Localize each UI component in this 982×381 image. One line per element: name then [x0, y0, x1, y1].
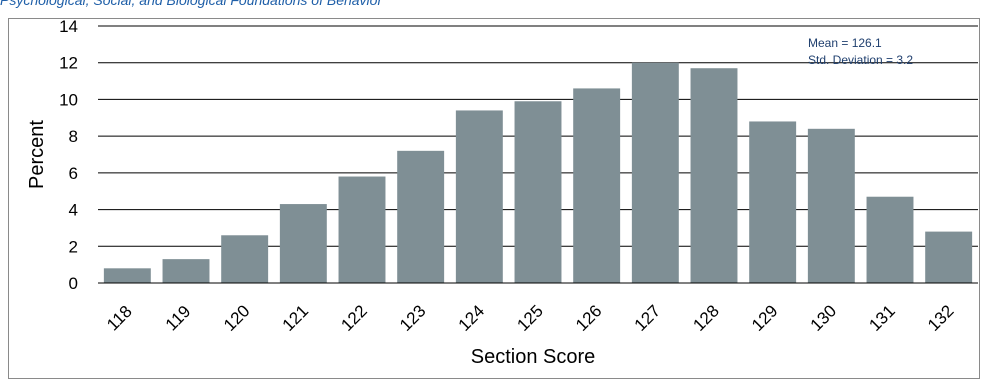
- x-tick-label: 118: [103, 302, 136, 335]
- x-tick-label: 129: [748, 301, 781, 334]
- bar-124: [455, 110, 503, 283]
- x-tick-label: 131: [865, 301, 898, 334]
- bar-123: [397, 150, 445, 283]
- bar-128: [690, 68, 738, 283]
- bars: [103, 62, 973, 284]
- bar-119: [162, 259, 210, 283]
- chart-frame: [8, 18, 980, 379]
- x-tick-label: 130: [807, 301, 840, 334]
- bar-129: [749, 121, 797, 283]
- x-tick-labels: 118 119 120 121 122 123 124 125 126 127 128 129 130 1…: [103, 301, 957, 334]
- y-axis-label: Percent: [26, 120, 48, 189]
- stats-annotation: Mean = 126.1 Std. Deviation = 3.2: [808, 35, 980, 77]
- x-tick-label: 120: [220, 301, 253, 334]
- chart-title: Psychological, Social, and Biological Fo…: [0, 0, 383, 8]
- bar-118: [103, 268, 151, 283]
- y-tick-label: 6: [69, 164, 78, 183]
- y-tick-labels: 0 2 4 6 8 10 12 14: [59, 17, 78, 293]
- x-tick-label: 124: [455, 301, 488, 334]
- std-deviation-label: Std. Deviation = 3.2: [808, 53, 914, 67]
- bar-131: [866, 196, 914, 283]
- bar-127: [631, 62, 679, 283]
- y-tick-label: 12: [59, 54, 78, 73]
- bar-125: [514, 101, 562, 283]
- x-tick-label: 121: [279, 301, 312, 334]
- x-axis-label: Section Score: [471, 346, 596, 368]
- x-tick-label: 122: [337, 301, 370, 334]
- x-tick-label: 127: [631, 301, 664, 334]
- x-tick-label: 128: [689, 301, 722, 334]
- bar-130: [807, 128, 855, 283]
- y-tick-label: 14: [59, 17, 78, 36]
- y-tick-label: 10: [59, 90, 78, 109]
- bar-121: [279, 204, 327, 283]
- x-tick-label: 126: [572, 301, 605, 334]
- bar-126: [573, 88, 621, 284]
- x-tick-label: 123: [396, 301, 429, 334]
- x-tick-label: 119: [162, 302, 195, 335]
- x-tick-label: 132: [924, 301, 957, 334]
- mean-label: Mean = 126.1: [808, 36, 882, 50]
- y-tick-label: 2: [69, 237, 78, 256]
- bar-120: [221, 235, 269, 283]
- y-tick-label: 8: [69, 127, 78, 146]
- y-tick-label: 4: [69, 201, 78, 220]
- bar-122: [338, 176, 386, 283]
- bar-132: [925, 231, 973, 283]
- y-tick-label: 0: [69, 274, 78, 293]
- x-tick-label: 125: [513, 301, 546, 334]
